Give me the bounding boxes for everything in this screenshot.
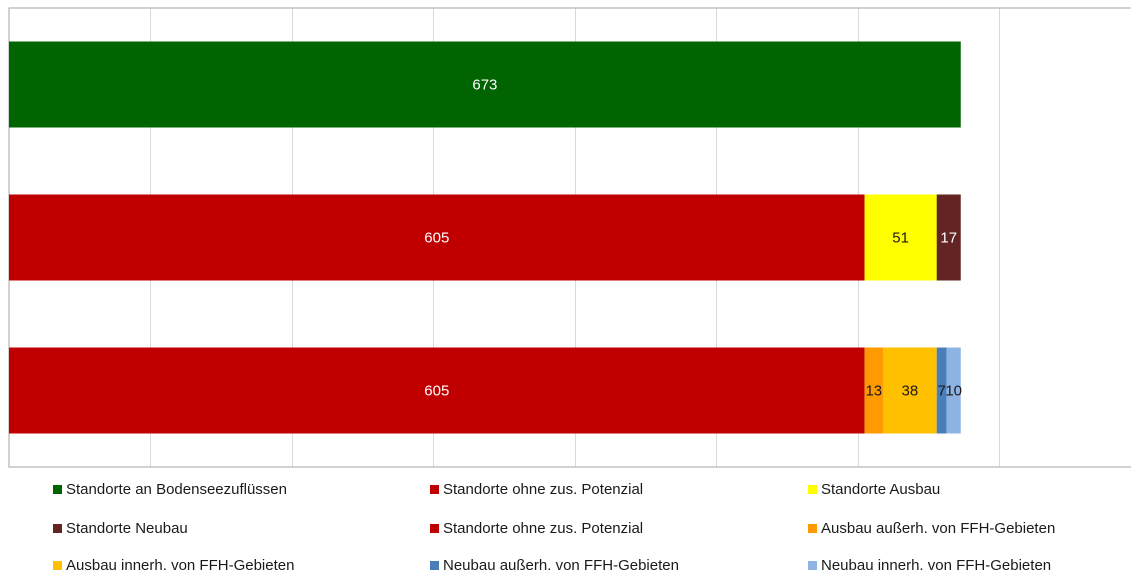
bar-value-label: 10 [945,383,962,400]
bar-value-label: 38 [902,383,919,400]
bar-segment [9,194,865,281]
bars-layer [9,41,961,434]
bar-value-label: 17 [940,230,957,247]
bar-segment [936,194,961,281]
bar-segment [9,41,961,128]
bar-segment [864,347,883,434]
bar-value-label: 605 [424,383,449,400]
bar-segment [882,347,937,434]
bar-value-label: 7 [937,383,945,400]
bar-value-label: 51 [892,230,909,247]
bar-segment [946,347,961,434]
bar-segment [864,194,937,281]
bar-value-label: 605 [424,230,449,247]
bar-segment [936,347,947,434]
data-labels-layer: 673 605 51 17 605 13 38 7 10 [424,77,962,400]
bar-value-label: 13 [865,383,882,400]
bar-value-label: 673 [472,77,497,94]
bar-segment [9,347,865,434]
